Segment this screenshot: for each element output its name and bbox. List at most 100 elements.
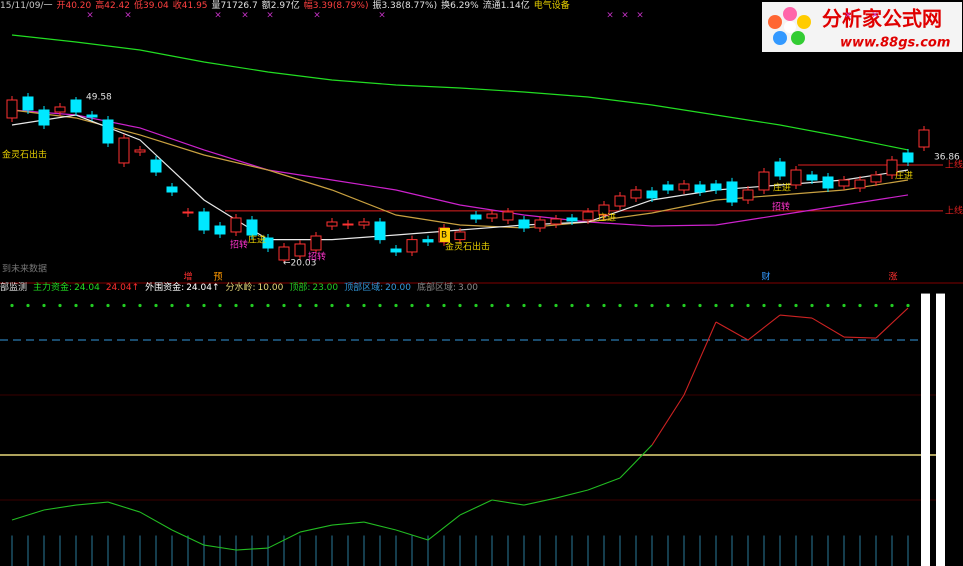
top-dot [730, 303, 734, 308]
header: 15/11/09/一 开40.20 高42.42 低39.04 收41.95 量71726… [0, 0, 570, 11]
candle-body [726, 181, 738, 203]
top-dot [250, 303, 254, 308]
signal-cross: × [266, 11, 274, 21]
header-item: 量71726.7 [212, 0, 258, 11]
candle-body [598, 204, 610, 216]
top-dot [810, 303, 814, 308]
candle-body [534, 219, 546, 229]
candle-body [182, 211, 194, 214]
candle-body [678, 183, 690, 191]
logo: 分析家公式网 www.88gs.com [762, 2, 962, 52]
candle-body [566, 217, 578, 222]
header-item: 开40.20 [56, 0, 91, 11]
top-dot [362, 303, 366, 308]
top-dot [714, 303, 718, 308]
fund-line-segment [875, 307, 909, 339]
top-dot [394, 303, 398, 308]
moving-average [11, 34, 909, 151]
top-dot [266, 303, 270, 308]
top-dot [234, 303, 238, 308]
top-dot [378, 303, 382, 308]
top-dot [634, 303, 638, 308]
candle-body [918, 129, 930, 148]
annotation: 49.58 [86, 93, 112, 103]
candle-body [358, 221, 370, 226]
event-marker: 增 [183, 271, 192, 283]
candle-body [518, 219, 530, 229]
signal-cross: × [871, 11, 879, 21]
legend-name: 主力资金: [33, 281, 72, 293]
top-dot [474, 303, 478, 308]
fund-line-segment [363, 521, 397, 531]
fund-line-segment [779, 314, 813, 319]
annotation: 36.86 - 3 [934, 153, 963, 163]
signal-cross: × [241, 11, 249, 21]
candle-body [822, 176, 834, 189]
top-dot [506, 303, 510, 308]
logo-petal [768, 15, 782, 29]
top-dot [58, 303, 62, 308]
candle-body [326, 221, 338, 227]
header-item: 高42.42 [95, 0, 130, 11]
legend-value: 24.04↑ [106, 283, 139, 293]
indicator-legend: 部监测 主力资金: 24.04 24.04↑ 外围资金: 24.04↑ 分水岭: 10.00 顶… [0, 281, 478, 293]
candle-body [790, 169, 802, 186]
fund-line-segment [395, 529, 429, 541]
candle-body [630, 189, 642, 199]
signal-cross: × [636, 11, 644, 21]
fund-line-segment [587, 477, 621, 491]
level-label: 上线 [945, 204, 963, 216]
top-dot [314, 303, 318, 308]
logo-url: www.88gs.com [840, 36, 950, 51]
top-dot [826, 303, 830, 308]
signal-cross: × [621, 11, 629, 21]
top-dot [650, 303, 654, 308]
top-dot [890, 303, 894, 308]
candle-body [22, 96, 34, 111]
logo-title: 分析家公式网 [822, 7, 942, 31]
fund-line-segment [459, 499, 493, 516]
candle-body [86, 114, 98, 118]
legend-value: 10.00 [258, 283, 284, 293]
top-dot [874, 303, 878, 308]
annotation: 金灵石出击 [2, 149, 47, 161]
legend-name: 分水岭: [226, 281, 256, 293]
annotation: 金灵石出击 [445, 241, 490, 253]
top-dot [602, 303, 606, 308]
future-note: 到未来数据 [2, 263, 47, 275]
candle-body [166, 186, 178, 193]
event-marker: 财 [761, 271, 770, 283]
annotation: 庄进 [248, 234, 266, 246]
logo-petal [791, 31, 805, 45]
legend-name: 顶部区域: [344, 281, 383, 293]
top-dot [202, 303, 206, 308]
annotation: ←20.03 [283, 259, 316, 269]
top-dot [106, 303, 110, 308]
candle-body [774, 161, 786, 177]
fund-line-segment [235, 547, 269, 551]
legend-value: 20.00 [385, 283, 411, 293]
event-marker: 预 [213, 272, 222, 283]
candle-body [886, 159, 898, 176]
candle-body [38, 109, 50, 126]
candle-body [310, 235, 322, 251]
fund-line-segment [715, 321, 749, 341]
header-item: 额2.97亿 [262, 0, 300, 11]
candle-body [486, 213, 498, 219]
annotation: B [441, 231, 447, 241]
top-dot [794, 303, 798, 308]
fund-line-segment [555, 489, 589, 499]
candle-body [374, 221, 386, 241]
fund-line-segment [43, 504, 77, 511]
candle-body [134, 149, 146, 153]
fund-line-segment [139, 511, 173, 531]
legend-value: 23.00 [312, 283, 338, 293]
legend-name: 外围资金: [145, 281, 184, 293]
top-dot [570, 303, 574, 308]
top-dot [906, 303, 910, 308]
candle-body [262, 237, 274, 249]
top-dot [154, 303, 158, 308]
top-dot [778, 303, 782, 308]
